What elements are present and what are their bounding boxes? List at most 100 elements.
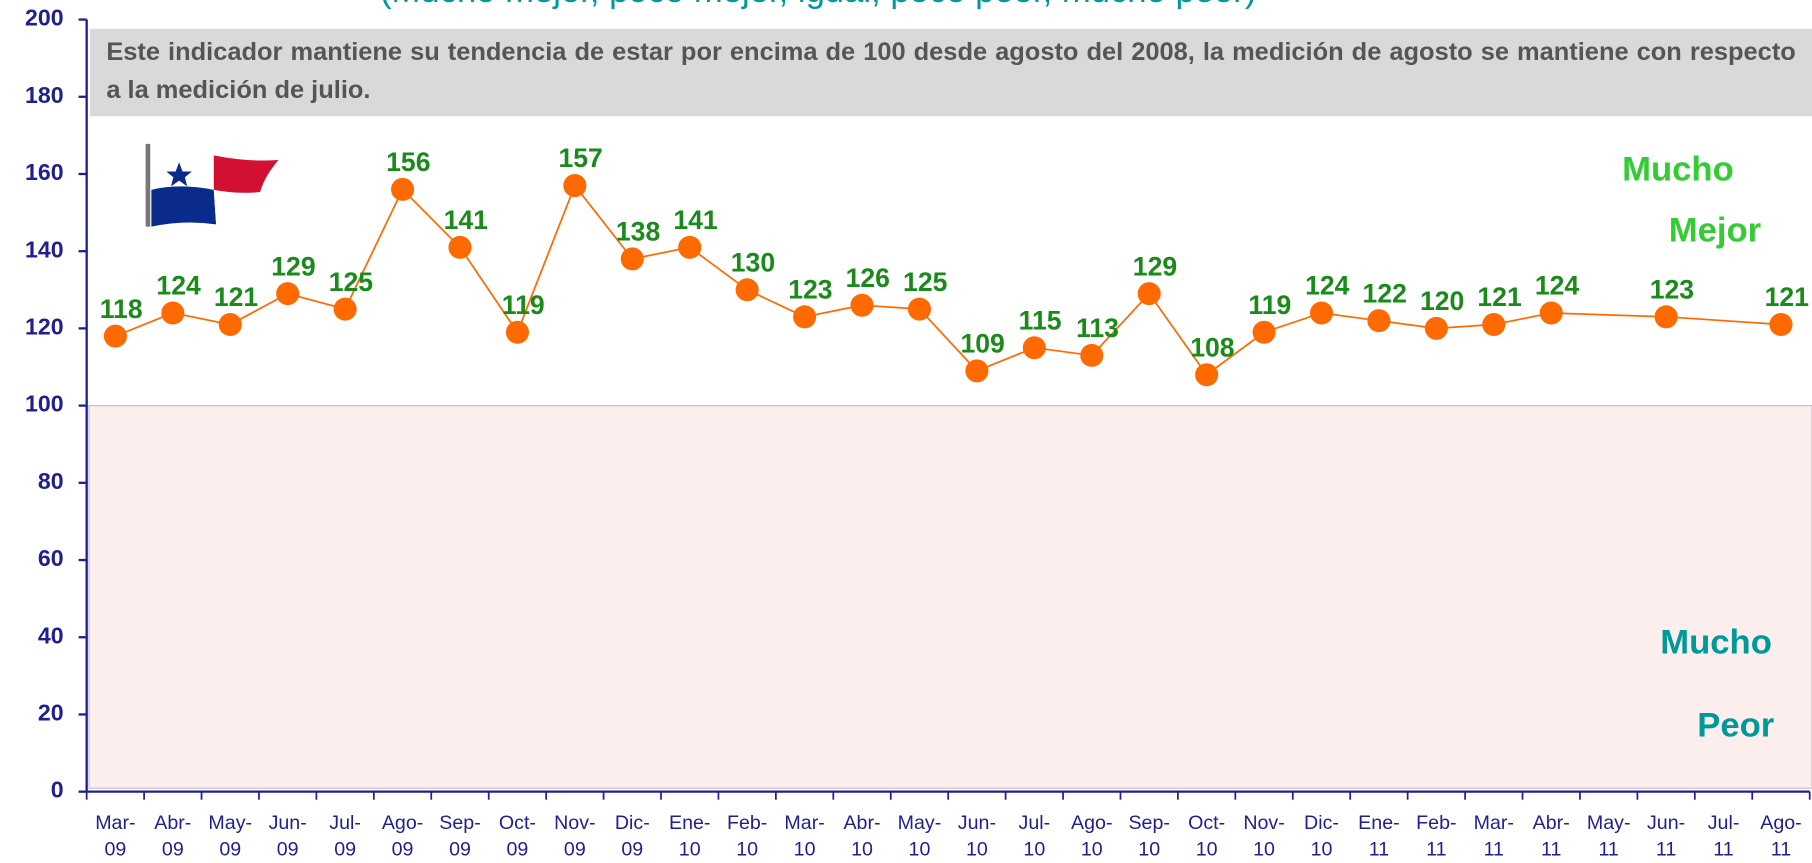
marker [505,320,529,344]
data-label: 130 [731,248,775,278]
marker [448,235,472,259]
x-tick-label: Ago-09 [382,812,423,860]
x-tick-label: May-09 [208,812,252,860]
marker [103,324,127,348]
x-tick-label: Nov-09 [554,812,595,860]
data-label: 121 [1765,282,1810,312]
data-label: 125 [329,267,374,297]
x-tick-label: Jul-10 [1019,812,1051,860]
x-tick-label: Feb-11 [1416,812,1456,860]
x-tick-label: Jun-09 [269,812,307,860]
data-label: 125 [903,267,948,297]
marker [678,235,702,259]
y-tick-label: 40 [38,622,64,648]
x-tick-label: Feb-10 [727,812,767,860]
data-label: 138 [616,217,660,247]
marker [276,282,300,306]
marker [161,301,185,325]
marker [1080,343,1104,367]
data-label: 122 [1363,278,1407,308]
data-label: 118 [100,294,143,324]
data-label: 129 [1133,251,1177,281]
x-tick-label: May-11 [1587,812,1631,860]
x-tick-label: Abr-09 [154,812,191,860]
x-tick-label: Oct-10 [1188,812,1225,860]
marker [563,174,587,198]
data-label: 157 [558,143,602,173]
x-tick-label: May-10 [898,812,942,860]
x-tick-label: Jul-09 [329,812,361,860]
x-tick-label: Jun-10 [958,812,996,860]
upper-label: Mejor [1669,212,1761,250]
annotation: Este indicador mantiene su tendencia de … [106,36,1796,104]
data-label: 121 [214,282,259,312]
marker [218,313,242,337]
y-tick-label: 0 [51,777,64,803]
lower-label: Mucho [1660,624,1772,662]
marker [793,305,817,329]
marker [1137,282,1161,306]
marker [391,177,415,201]
marker [907,297,932,321]
data-label: 119 [502,290,545,320]
data-label: 124 [1535,271,1580,301]
data-label: 156 [386,147,430,177]
data-label: 108 [1190,332,1234,362]
data-label: 120 [1420,286,1464,316]
x-tick-label: Abr-10 [843,812,880,860]
marker [1482,313,1506,337]
marker [850,293,874,317]
upper-label: Mucho [1622,151,1734,189]
lower-zone [88,405,1812,789]
annotation-box [90,28,1812,117]
marker [1654,305,1678,329]
marker [965,359,989,383]
marker [1769,313,1793,337]
marker [735,278,759,302]
x-tick-label: Jul-11 [1708,812,1740,860]
data-label: 121 [1477,282,1522,312]
marker [620,247,644,271]
x-tick-label: Mar-11 [1474,812,1514,860]
data-label: 129 [271,251,315,281]
y-tick-label: 60 [38,545,64,571]
data-label: 119 [1248,290,1291,320]
y-tick-label: 160 [25,159,64,185]
y-tick-label: 20 [38,700,64,726]
data-label: 123 [1650,275,1694,305]
data-label: 141 [673,205,718,235]
y-tick-label: 120 [25,314,64,340]
marker [1022,336,1046,360]
data-label: 115 [1019,305,1062,335]
x-tick-label: Ago-10 [1071,812,1112,860]
x-tick-label: Dic-09 [615,812,650,860]
data-label: 126 [846,263,890,293]
x-tick-label: Sep-09 [439,812,480,860]
x-tick-label: Mar-10 [784,812,824,860]
y-tick-label: 100 [25,391,64,417]
x-tick-label: Sep-10 [1128,812,1169,860]
y-tick-label: 180 [25,82,64,108]
data-label: 113 [1076,313,1119,343]
x-tick-label: Jun-11 [1647,812,1685,860]
marker [1252,320,1276,344]
marker [1195,363,1219,387]
data-label: 109 [961,329,1005,359]
flag [145,143,279,227]
y-tick-label: 80 [38,468,64,494]
x-tick-label: Oct-09 [499,812,536,860]
data-label: 124 [156,271,201,301]
marker [1309,301,1334,325]
data-label: 123 [788,275,832,305]
marker [1424,316,1448,340]
chart-title: (Mucho mejor, poco mejor, igual, poco pe… [380,0,1256,10]
marker [1539,301,1563,325]
annotation-wrap: Este indicador mantiene su tendencia de … [106,36,1796,104]
data-label: 141 [444,205,489,235]
marker [333,297,357,321]
y-tick-label: 200 [25,5,64,31]
x-tick-label: Abr-11 [1533,812,1570,860]
lower-label: Peor [1697,706,1774,744]
series-line [115,183,1782,376]
